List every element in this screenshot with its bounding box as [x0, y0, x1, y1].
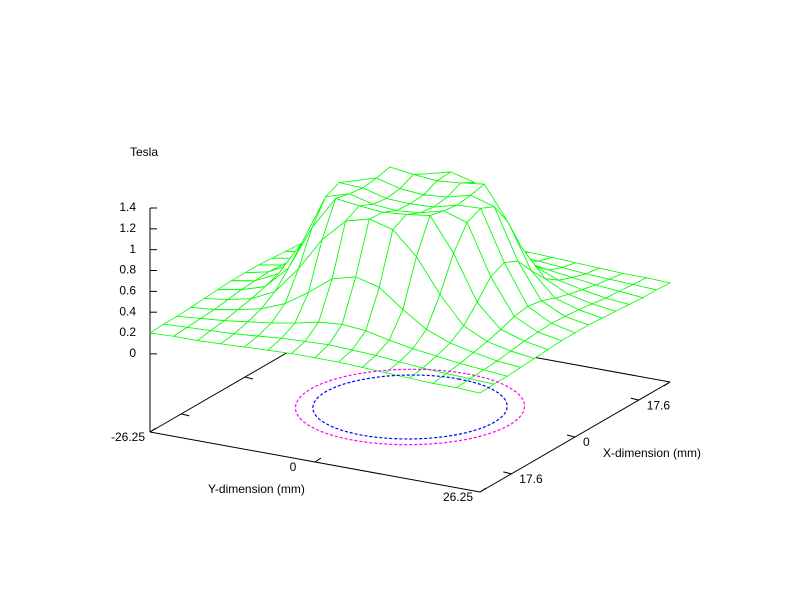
y-tick — [149, 427, 157, 433]
y-tick — [314, 457, 322, 463]
y-tick — [663, 381, 671, 387]
x-tick-label: 17.6 — [519, 472, 543, 486]
x-axis-label: X-dimension (mm) — [603, 446, 701, 460]
x-tick — [181, 413, 190, 417]
z-tick-label: 0 — [129, 346, 136, 360]
x-tick-label: 17.6 — [647, 398, 671, 412]
z-axis-label: Tesla — [130, 145, 158, 159]
z-tick-label: 0.6 — [119, 284, 136, 298]
z-tick-label: 1.2 — [119, 221, 136, 235]
z-tick-label: 0.4 — [119, 304, 136, 318]
y-tick-label: 0 — [290, 460, 297, 474]
y-tick-label: -26.25 — [111, 430, 145, 444]
y-tick-label: 26.25 — [443, 490, 473, 504]
x-tick — [503, 471, 512, 475]
x-tick — [630, 397, 639, 401]
y-axis-label: Y-dimension (mm) — [208, 482, 305, 496]
z-tick-label: 1 — [129, 242, 136, 256]
x-tick — [244, 376, 254, 380]
y-tick — [479, 487, 487, 493]
x-tick-label: 0 — [583, 435, 590, 449]
z-tick-label: 0.2 — [119, 325, 136, 339]
base-contour — [312, 374, 508, 440]
z-tick-label: 1.4 — [119, 200, 136, 214]
z-tick-label: 0.8 — [119, 263, 136, 277]
x-tick — [566, 434, 576, 438]
surface-cell — [455, 378, 495, 394]
